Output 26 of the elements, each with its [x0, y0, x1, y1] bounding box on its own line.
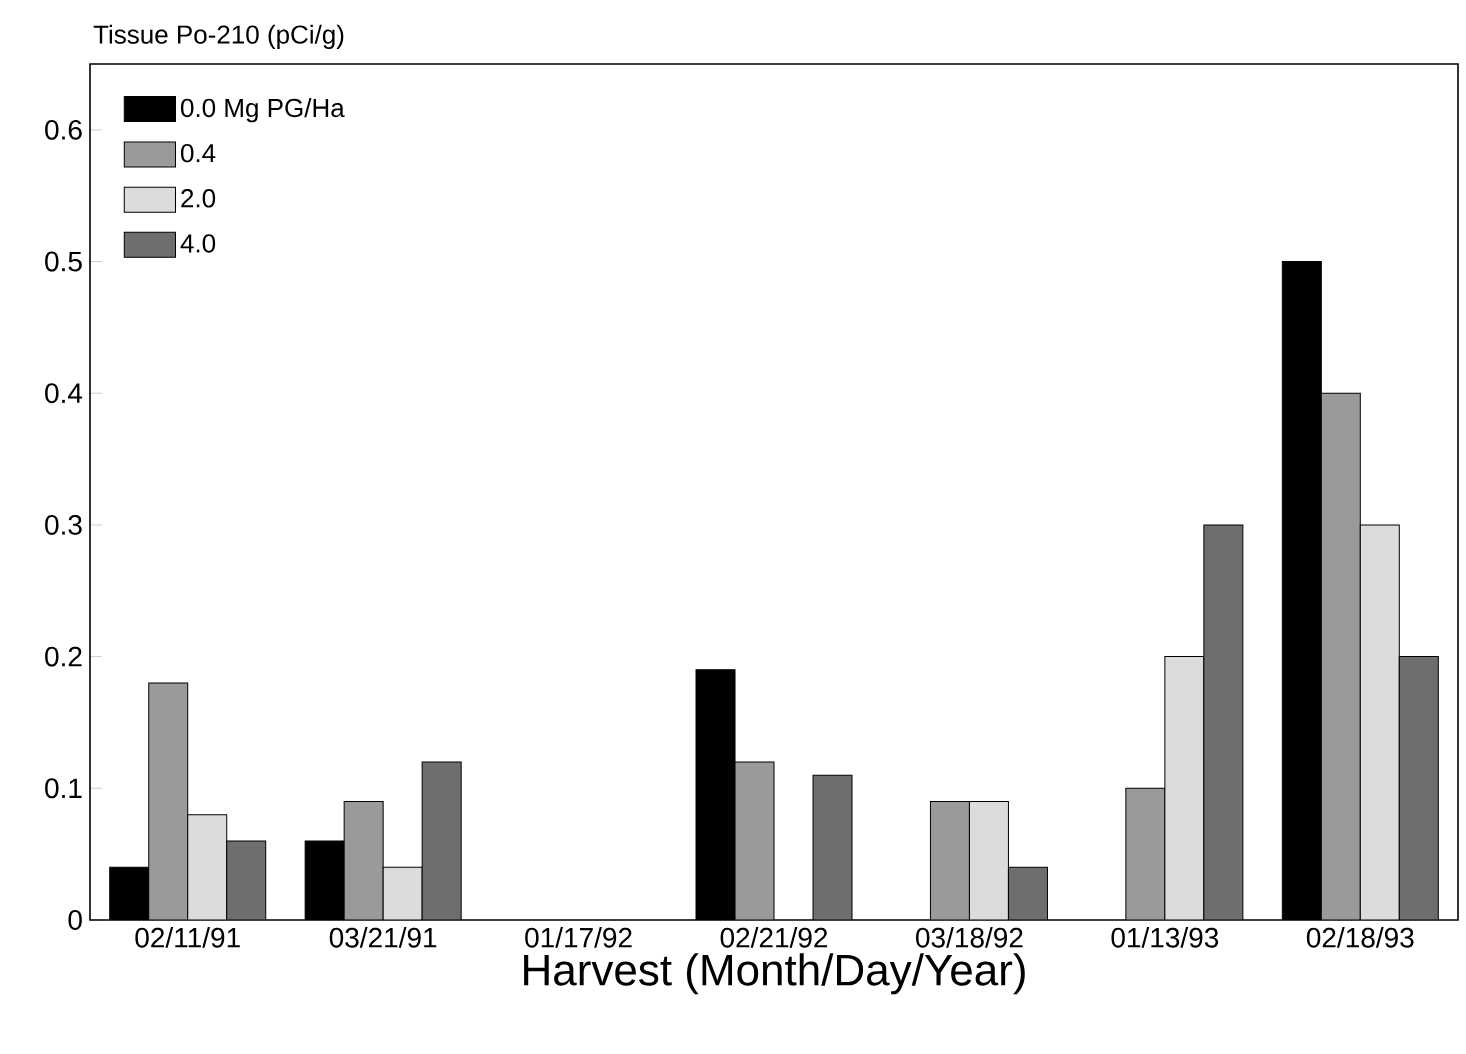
bar [929, 800, 970, 920]
legend-label: 2.0 [181, 189, 216, 208]
legend-label: 0.0 Mg PG/Ha [180, 98, 345, 123]
x-axis-title: Harvest (Month/Day/Year) [524, 953, 1025, 995]
x-tick-label: 03/18/92 [916, 927, 1023, 948]
x-tick-label: 02/11/91 [135, 927, 240, 948]
y-tick-label: 0.3 [45, 514, 82, 535]
x-tick-label: 01/17/92 [525, 927, 632, 948]
y-tick-label: 0.5 [45, 251, 82, 272]
legend-label: 0.4 [180, 143, 216, 163]
x-tick-label: 01/13/93 [1111, 927, 1219, 948]
x-tick-label: 02/18/93 [1306, 927, 1414, 948]
bar [1125, 787, 1166, 920]
bar [1320, 392, 1361, 920]
bar [343, 800, 384, 920]
y-tick-label: 0.1 [45, 778, 82, 799]
y-tick-label: 0 [68, 910, 82, 930]
x-tick-label: 02/21/92 [720, 927, 828, 948]
bar [148, 682, 189, 920]
y-tick-label: 0.6 [45, 119, 82, 140]
y-tick-label: 0.2 [45, 646, 82, 667]
y-axis-title: Tissue Po-210 (pCi/g) [93, 24, 344, 49]
y-tick-label: 0.4 [45, 383, 83, 404]
legend-label: 4.0 [180, 234, 216, 253]
x-tick-label: 03/21/91 [329, 927, 437, 948]
bar [734, 761, 775, 920]
